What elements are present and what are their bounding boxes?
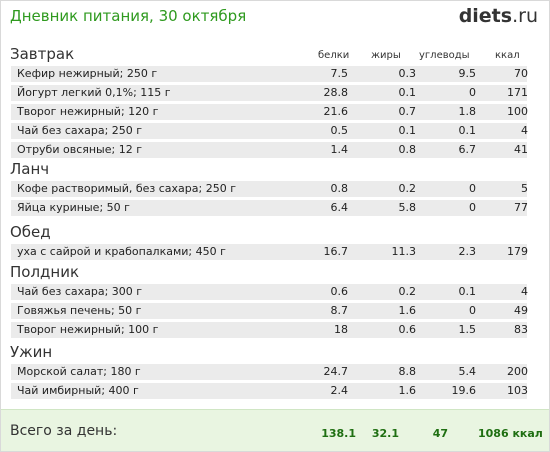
- food-name: уха с сайрой и крабопалками; 450 г: [17, 245, 226, 258]
- food-fat: 0.1: [398, 124, 417, 137]
- food-kcal: 171: [507, 86, 528, 99]
- food-name: Отруби овсяные; 12 г: [17, 143, 142, 156]
- total-carbs: 47: [432, 427, 448, 440]
- food-protein: 0.8: [330, 182, 349, 195]
- food-kcal: 70: [514, 67, 528, 80]
- food-row[interactable]: Творог нежирный; 120 г 21.6 0.7 1.8 100: [11, 103, 528, 120]
- food-carbs: 5.4: [458, 365, 477, 378]
- logo-suffix: .ru: [512, 5, 538, 27]
- food-fat: 1.6: [398, 304, 417, 317]
- food-carbs: 0: [469, 182, 476, 195]
- food-carbs: 9.5: [458, 67, 477, 80]
- total-fat: 32.1: [371, 427, 399, 440]
- food-row[interactable]: Йогурт легкий 0,1%; 115 г 28.8 0.1 0 171: [11, 84, 528, 101]
- food-row[interactable]: Кефир нежирный; 250 г 7.5 0.3 9.5 70: [11, 65, 528, 82]
- column-header-carbs: углеводы: [419, 50, 470, 61]
- total-protein: 138.1: [321, 427, 356, 440]
- food-kcal: 179: [507, 245, 528, 258]
- food-kcal: 4: [521, 285, 528, 298]
- food-kcal: 5: [521, 182, 528, 195]
- food-name: Чай имбирный; 400 г: [17, 384, 139, 397]
- food-protein: 0.5: [330, 124, 349, 137]
- food-kcal: 4: [521, 124, 528, 137]
- food-name: Чай без сахара; 250 г: [17, 124, 143, 137]
- food-protein: 8.7: [330, 304, 349, 317]
- food-protein: 24.7: [323, 365, 349, 378]
- food-row[interactable]: Творог нежирный; 100 г 18 0.6 1.5 83: [11, 321, 528, 338]
- food-kcal: 49: [514, 304, 528, 317]
- food-name: Чай без сахара; 300 г: [17, 285, 143, 298]
- meal-title: Ужин: [10, 343, 53, 361]
- total-kcal: 1086 ккал: [478, 427, 543, 440]
- meal-title: Полдник: [10, 263, 80, 281]
- food-fat: 0.8: [398, 143, 417, 156]
- food-kcal: 77: [514, 201, 528, 214]
- food-name: Яйца куриные; 50 г: [17, 201, 130, 214]
- food-name: Кофе растворимый, без сахара; 250 г: [17, 182, 236, 195]
- food-fat: 0.2: [398, 182, 417, 195]
- food-carbs: 1.5: [458, 323, 477, 336]
- meal-title: Ланч: [10, 160, 50, 178]
- food-carbs: 0.1: [458, 285, 477, 298]
- food-fat: 0.2: [398, 285, 417, 298]
- food-fat: 5.8: [398, 201, 417, 214]
- food-carbs: 6.7: [458, 143, 477, 156]
- site-logo[interactable]: diets.ru: [459, 5, 538, 27]
- page-title: Дневник питания, 30 октября: [10, 7, 247, 25]
- food-row[interactable]: Отруби овсяные; 12 г 1.4 0.8 6.7 41: [11, 141, 528, 158]
- food-name: Говяжья печень; 50 г: [17, 304, 142, 317]
- food-protein: 6.4: [330, 201, 349, 214]
- food-kcal: 103: [507, 384, 528, 397]
- food-protein: 16.7: [323, 245, 349, 258]
- food-protein: 1.4: [330, 143, 349, 156]
- food-carbs: 0: [469, 86, 476, 99]
- food-fat: 11.3: [391, 245, 417, 258]
- logo-main: diets: [458, 5, 513, 27]
- food-protein: 0.6: [330, 285, 349, 298]
- meal-title: Завтрак: [10, 45, 75, 63]
- food-protein: 2.4: [330, 384, 349, 397]
- food-carbs: 0: [469, 201, 476, 214]
- daily-totals: Всего за день: 138.1 32.1 47 1086 ккал: [1, 409, 549, 451]
- food-protein: 28.8: [323, 86, 349, 99]
- column-header-kcal: ккал: [495, 50, 520, 61]
- food-name: Кефир нежирный; 250 г: [17, 67, 158, 80]
- food-row[interactable]: Говяжья печень; 50 г 8.7 1.6 0 49: [11, 302, 528, 319]
- food-carbs: 19.6: [451, 384, 477, 397]
- meal-title: Обед: [10, 223, 51, 241]
- food-protein: 21.6: [323, 105, 349, 118]
- food-name: Йогурт легкий 0,1%; 115 г: [17, 86, 171, 99]
- header: Дневник питания, 30 октября diets.ru: [1, 1, 549, 35]
- food-row[interactable]: Яйца куриные; 50 г 6.4 5.8 0 77: [11, 199, 528, 216]
- food-fat: 8.8: [398, 365, 417, 378]
- food-fat: 0.7: [398, 105, 417, 118]
- food-carbs: 0: [469, 304, 476, 317]
- food-row[interactable]: Морской салат; 180 г 24.7 8.8 5.4 200: [11, 363, 528, 380]
- food-fat: 0.3: [398, 67, 417, 80]
- column-header-protein: белки: [318, 50, 350, 61]
- totals-label: Всего за день:: [10, 423, 118, 439]
- food-name: Морской салат; 180 г: [17, 365, 141, 378]
- food-kcal: 100: [507, 105, 528, 118]
- food-row[interactable]: Кофе растворимый, без сахара; 250 г 0.8 0.…: [11, 180, 528, 197]
- food-name: Творог нежирный; 120 г: [17, 105, 159, 118]
- food-kcal: 83: [514, 323, 528, 336]
- food-carbs: 1.8: [458, 105, 477, 118]
- food-row[interactable]: уха с сайрой и крабопалками; 450 г 16.7 11…: [11, 243, 528, 260]
- food-fat: 0.6: [398, 323, 417, 336]
- food-protein: 18: [334, 323, 348, 336]
- food-row[interactable]: Чай имбирный; 400 г 2.4 1.6 19.6 103: [11, 382, 528, 399]
- food-fat: 0.1: [398, 86, 417, 99]
- food-fat: 1.6: [398, 384, 417, 397]
- food-protein: 7.5: [330, 67, 349, 80]
- food-row[interactable]: Чай без сахара; 250 г 0.5 0.1 0.1 4: [11, 122, 528, 139]
- food-kcal: 41: [514, 143, 528, 156]
- food-carbs: 2.3: [458, 245, 477, 258]
- food-name: Творог нежирный; 100 г: [17, 323, 159, 336]
- food-row[interactable]: Чай без сахара; 300 г 0.6 0.2 0.1 4: [11, 283, 528, 300]
- column-header-fat: жиры: [371, 50, 401, 61]
- food-kcal: 200: [507, 365, 528, 378]
- food-carbs: 0.1: [458, 124, 477, 137]
